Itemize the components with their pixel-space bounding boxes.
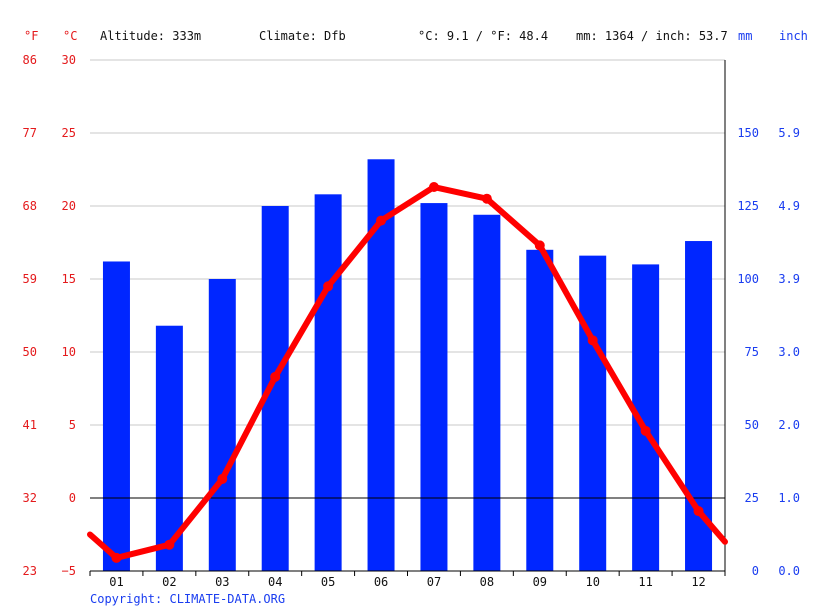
temperature-point (323, 281, 334, 292)
mm-tick-label: 0 (752, 564, 759, 578)
mm-tick-label: 150 (737, 126, 759, 140)
inch-tick-label: 3.9 (778, 272, 800, 286)
inch-tick-label: 4.9 (778, 199, 800, 213)
month-label: 11 (638, 575, 652, 589)
temperature-point (217, 474, 228, 485)
mm-tick-label: 50 (745, 418, 759, 432)
climate-label: Climate: Dfb (259, 29, 346, 43)
precipitation-bars (102, 159, 713, 572)
precipitation-bar (420, 203, 448, 571)
celsius-tick-label: 10 (62, 345, 76, 359)
precipitation-bar (208, 279, 236, 571)
month-label: 04 (268, 575, 282, 589)
celsius-tick-label: 15 (62, 272, 76, 286)
precipitation-bar (261, 206, 289, 571)
fahrenheit-tick-label: 86 (23, 53, 37, 67)
month-label: 03 (215, 575, 229, 589)
precipitation-bar (102, 261, 130, 571)
mm-tick-label: 75 (745, 345, 759, 359)
fahrenheit-tick-label: 59 (23, 272, 37, 286)
month-label: 02 (162, 575, 176, 589)
temperature-average-label: °C: 9.1 / °F: 48.4 (418, 29, 548, 43)
temperature-point (640, 425, 651, 436)
temperature-point (111, 552, 122, 563)
precipitation-total-label: mm: 1364 / inch: 53.7 (576, 29, 728, 43)
temperature-point (270, 371, 281, 382)
celsius-tick-label: 30 (62, 53, 76, 67)
precipitation-bar (473, 214, 501, 571)
celsius-tick-label: 25 (62, 126, 76, 140)
temperature-point (587, 335, 598, 346)
month-label: 01 (109, 575, 123, 589)
precipitation-bar (526, 249, 554, 572)
fahrenheit-tick-label: 50 (23, 345, 37, 359)
month-label: 12 (691, 575, 705, 589)
temperature-line (87, 182, 728, 563)
month-label: 09 (533, 575, 547, 589)
mm-tick-label: 100 (737, 272, 759, 286)
inch-unit-label: inch (779, 29, 808, 43)
fahrenheit-tick-label: 41 (23, 418, 37, 432)
celsius-tick-label: 5 (69, 418, 76, 432)
mm-unit-label: mm (738, 29, 752, 43)
altitude-label: Altitude: 333m (100, 29, 201, 43)
fahrenheit-tick-label: 23 (23, 564, 37, 578)
x-axis-ticks (89, 571, 726, 576)
precipitation-bar (314, 194, 342, 571)
temperature-point (481, 193, 492, 204)
inch-tick-label: 0.0 (778, 564, 800, 578)
fahrenheit-tick-label: 32 (23, 491, 37, 505)
month-label: 05 (321, 575, 335, 589)
mm-tick-label: 125 (737, 199, 759, 213)
celsius-tick-label: 20 (62, 199, 76, 213)
temperature-point (534, 240, 545, 251)
month-label: 06 (374, 575, 388, 589)
fahrenheit-tick-label: 77 (23, 126, 37, 140)
gridlines (90, 59, 725, 426)
temperature-point (428, 182, 439, 193)
temperature-point (164, 539, 175, 550)
month-label: 10 (585, 575, 599, 589)
temperature-point (693, 506, 704, 517)
inch-tick-label: 5.9 (778, 126, 800, 140)
fahrenheit-unit-label: °F (24, 29, 38, 43)
month-label: 07 (427, 575, 441, 589)
celsius-tick-label: −5 (62, 564, 76, 578)
mm-tick-label: 25 (745, 491, 759, 505)
temperature-series-line (87, 184, 728, 561)
copyright-label: Copyright: CLIMATE-DATA.ORG (90, 592, 285, 606)
inch-tick-label: 3.0 (778, 345, 800, 359)
inch-tick-label: 2.0 (778, 418, 800, 432)
precipitation-bar (579, 255, 607, 571)
celsius-unit-label: °C (63, 29, 77, 43)
month-label: 08 (480, 575, 494, 589)
fahrenheit-tick-label: 68 (23, 199, 37, 213)
celsius-tick-label: 0 (69, 491, 76, 505)
temperature-point (376, 215, 387, 226)
inch-tick-label: 1.0 (778, 491, 800, 505)
